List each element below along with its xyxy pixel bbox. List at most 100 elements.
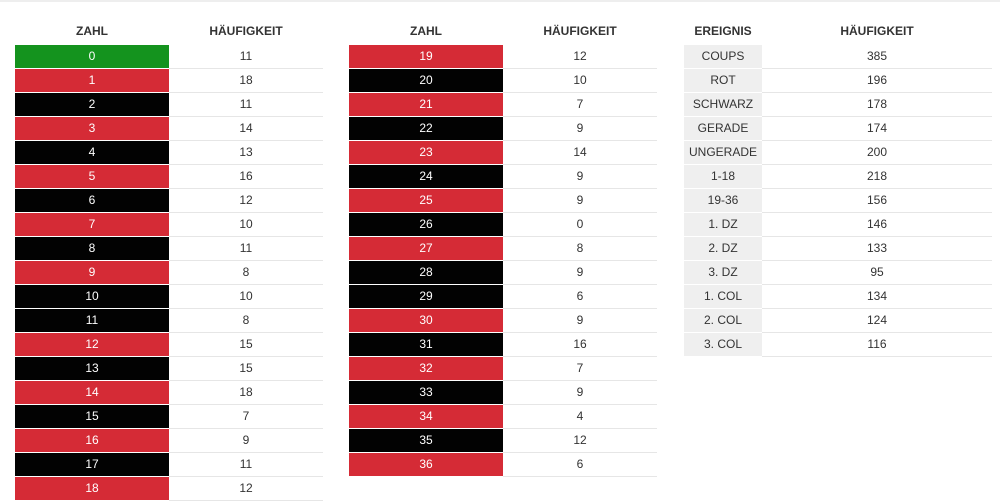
count-cell: 178 bbox=[762, 93, 992, 117]
number-cell: 8 bbox=[15, 237, 169, 260]
count-cell: 4 bbox=[503, 405, 657, 429]
count-cell: 12 bbox=[503, 45, 657, 69]
number-cell: 26 bbox=[349, 213, 503, 236]
table-row: SCHWARZ 178 bbox=[684, 93, 992, 117]
count-cell: 200 bbox=[762, 141, 992, 165]
count-cell: 124 bbox=[762, 309, 992, 333]
event-cell: UNGERADE bbox=[684, 141, 762, 164]
count-cell: 10 bbox=[169, 213, 323, 237]
table-row: 32 7 bbox=[349, 357, 657, 381]
count-cell: 9 bbox=[503, 165, 657, 189]
event-cell: 2. COL bbox=[684, 309, 762, 332]
number-cell: 15 bbox=[15, 405, 169, 428]
table-body: 19 12 20 10 21 7 22 9 23 14 24 9 25 9 26 0 27 8 28 9 29 6 30 9 3… bbox=[349, 45, 657, 477]
number-cell: 27 bbox=[349, 237, 503, 260]
count-cell: 10 bbox=[169, 285, 323, 309]
number-cell: 23 bbox=[349, 141, 503, 164]
count-cell: 95 bbox=[762, 261, 992, 285]
table-row: 1. COL 134 bbox=[684, 285, 992, 309]
number-cell: 24 bbox=[349, 165, 503, 188]
table-row: 1-18 218 bbox=[684, 165, 992, 189]
count-cell: 9 bbox=[503, 261, 657, 285]
number-cell: 9 bbox=[15, 261, 169, 284]
count-cell: 7 bbox=[503, 357, 657, 381]
table-row: 27 8 bbox=[349, 237, 657, 261]
table-row: 6 12 bbox=[15, 189, 323, 213]
number-cell: 13 bbox=[15, 357, 169, 380]
table-row: 2. DZ 133 bbox=[684, 237, 992, 261]
count-cell: 11 bbox=[169, 93, 323, 117]
table-row: 22 9 bbox=[349, 117, 657, 141]
number-frequency-table-2: ZAHL HÄUFIGKEIT 19 12 20 10 21 7 22 9 23 14 24 9 25 9… bbox=[349, 21, 657, 477]
table-row: 17 11 bbox=[15, 453, 323, 477]
number-cell: 28 bbox=[349, 261, 503, 284]
table-header: ZAHL HÄUFIGKEIT bbox=[349, 21, 657, 45]
number-cell: 35 bbox=[349, 429, 503, 452]
table-row: 15 7 bbox=[15, 405, 323, 429]
table-row: 30 9 bbox=[349, 309, 657, 333]
count-cell: 8 bbox=[169, 261, 323, 285]
count-cell: 14 bbox=[169, 117, 323, 141]
event-cell: COUPS bbox=[684, 45, 762, 68]
number-cell: 33 bbox=[349, 381, 503, 404]
top-divider bbox=[0, 0, 1000, 2]
count-cell: 116 bbox=[762, 333, 992, 357]
number-cell: 36 bbox=[349, 453, 503, 476]
header-haeufigkeit: HÄUFIGKEIT bbox=[209, 24, 283, 38]
count-cell: 11 bbox=[169, 453, 323, 477]
count-cell: 11 bbox=[169, 45, 323, 69]
table-body: 0 11 1 18 2 11 3 14 4 13 5 16 6 12 7 10 8 11 9 8 10 10 11 8 12 15… bbox=[15, 45, 323, 501]
table-row: 33 9 bbox=[349, 381, 657, 405]
number-cell: 22 bbox=[349, 117, 503, 140]
number-cell: 14 bbox=[15, 381, 169, 404]
count-cell: 10 bbox=[503, 69, 657, 93]
table-row: 35 12 bbox=[349, 429, 657, 453]
number-cell: 12 bbox=[15, 333, 169, 356]
count-cell: 8 bbox=[169, 309, 323, 333]
event-cell: 1. DZ bbox=[684, 213, 762, 236]
count-cell: 12 bbox=[169, 477, 323, 501]
table-header: ZAHL HÄUFIGKEIT bbox=[15, 21, 323, 45]
event-cell: GERADE bbox=[684, 117, 762, 140]
count-cell: 134 bbox=[762, 285, 992, 309]
table-row: 3. COL 116 bbox=[684, 333, 992, 357]
count-cell: 196 bbox=[762, 69, 992, 93]
table-row: 2 11 bbox=[15, 93, 323, 117]
number-cell: 19 bbox=[349, 45, 503, 68]
count-cell: 16 bbox=[169, 165, 323, 189]
count-cell: 6 bbox=[503, 285, 657, 309]
number-cell: 31 bbox=[349, 333, 503, 356]
count-cell: 133 bbox=[762, 237, 992, 261]
event-cell: ROT bbox=[684, 69, 762, 92]
count-cell: 18 bbox=[169, 381, 323, 405]
number-cell: 30 bbox=[349, 309, 503, 332]
number-cell: 20 bbox=[349, 69, 503, 92]
table-row: ROT 196 bbox=[684, 69, 992, 93]
event-cell: 19-36 bbox=[684, 189, 762, 212]
number-frequency-table-1: ZAHL HÄUFIGKEIT 0 11 1 18 2 11 3 14 4 13 5 16 6 12 7 10… bbox=[15, 21, 323, 501]
event-cell: 2. DZ bbox=[684, 237, 762, 260]
table-row: 36 6 bbox=[349, 453, 657, 477]
number-cell: 16 bbox=[15, 429, 169, 452]
event-frequency-table: EREIGNIS HÄUFIGKEIT COUPS 385 ROT 196 SCHWAR… bbox=[684, 21, 992, 357]
table-row: 31 16 bbox=[349, 333, 657, 357]
number-cell: 6 bbox=[15, 189, 169, 212]
table-row: 4 13 bbox=[15, 141, 323, 165]
count-cell: 9 bbox=[503, 309, 657, 333]
count-cell: 9 bbox=[503, 117, 657, 141]
count-cell: 218 bbox=[762, 165, 992, 189]
count-cell: 7 bbox=[169, 405, 323, 429]
count-cell: 9 bbox=[169, 429, 323, 453]
table-row: 18 12 bbox=[15, 477, 323, 501]
table-row: 23 14 bbox=[349, 141, 657, 165]
header-zahl: ZAHL bbox=[410, 24, 442, 38]
number-cell: 11 bbox=[15, 309, 169, 332]
table-row: 13 15 bbox=[15, 357, 323, 381]
number-cell: 18 bbox=[15, 477, 169, 500]
count-cell: 146 bbox=[762, 213, 992, 237]
table-row: 3. DZ 95 bbox=[684, 261, 992, 285]
count-cell: 12 bbox=[503, 429, 657, 453]
number-cell: 7 bbox=[15, 213, 169, 236]
count-cell: 15 bbox=[169, 333, 323, 357]
count-cell: 8 bbox=[503, 237, 657, 261]
